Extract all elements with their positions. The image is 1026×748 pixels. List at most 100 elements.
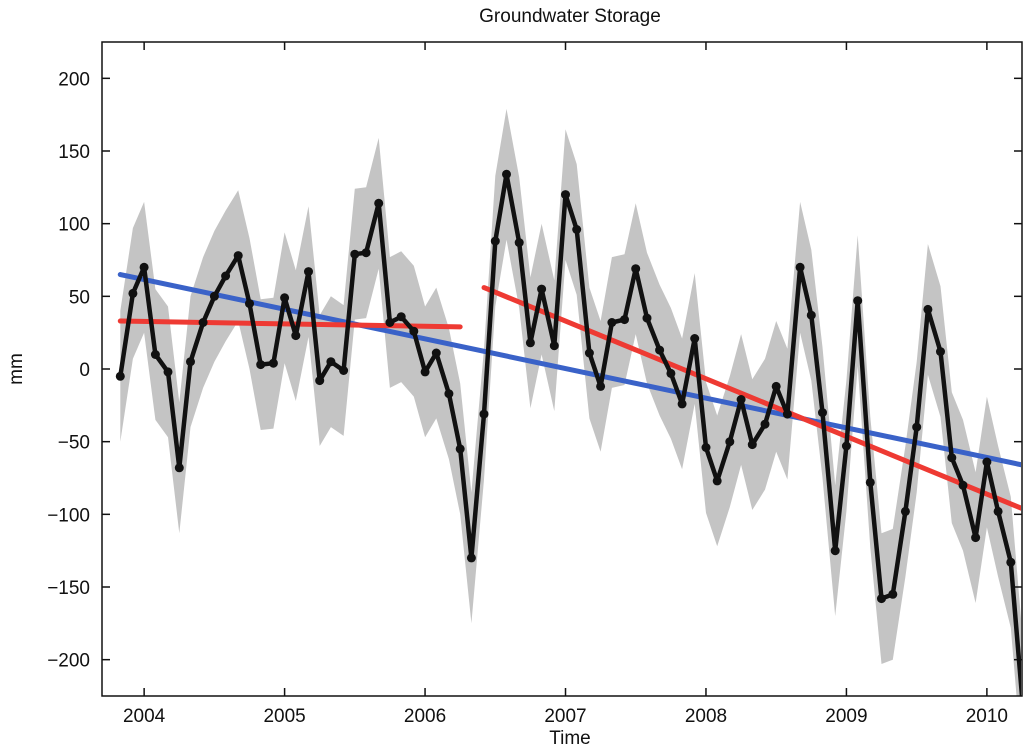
y-tick-label-200: 200 — [58, 69, 90, 90]
plot-area: 2004 2005 2006 2007 2008 2009 2010 −200 −150 −100… — [47, 41, 1023, 727]
x-tick-label-2004: 2004 — [123, 706, 166, 727]
y-axis-label: mm — [6, 353, 27, 385]
data-point-17 — [315, 376, 325, 386]
data-point-11 — [245, 299, 254, 309]
data-point-63 — [853, 296, 863, 306]
data-point-69 — [923, 304, 933, 314]
data-point-41 — [596, 381, 606, 391]
data-point-27 — [431, 348, 441, 358]
data-point-14 — [280, 293, 290, 303]
data-point-45 — [642, 313, 652, 323]
data-point-1 — [128, 288, 138, 298]
data-point-76 — [1006, 557, 1016, 567]
data-point-52 — [725, 437, 735, 447]
data-point-68 — [912, 422, 922, 432]
data-point-48 — [677, 399, 687, 409]
data-point-49 — [690, 334, 700, 343]
data-point-37 — [549, 341, 559, 351]
data-point-36 — [537, 284, 547, 294]
data-point-10 — [233, 251, 243, 261]
data-point-26 — [420, 367, 430, 377]
data-point-20 — [350, 249, 360, 259]
data-point-23 — [385, 318, 395, 327]
y-tick-label--100: −100 — [47, 505, 90, 526]
data-point-12 — [256, 360, 266, 370]
data-point-66 — [888, 589, 898, 599]
data-point-22 — [374, 198, 384, 208]
y-tick-label-50: 50 — [69, 287, 90, 308]
data-point-0 — [115, 371, 125, 381]
data-point-19 — [339, 366, 349, 375]
data-point-53 — [736, 395, 746, 404]
data-point-47 — [666, 368, 676, 378]
data-point-56 — [771, 381, 781, 391]
data-point-4 — [163, 367, 173, 377]
data-point-8 — [209, 291, 219, 301]
data-point-15 — [291, 331, 301, 341]
data-point-24 — [396, 312, 406, 322]
data-point-28 — [444, 389, 454, 399]
data-point-65 — [877, 594, 886, 604]
data-point-70 — [936, 347, 945, 357]
data-point-25 — [409, 326, 419, 336]
y-tick-label--50: −50 — [58, 433, 90, 454]
data-point-59 — [806, 310, 816, 320]
data-point-5 — [174, 463, 184, 473]
trend-line-overall — [117, 272, 1021, 468]
data-point-38 — [561, 190, 570, 200]
data-point-72 — [958, 480, 968, 490]
x-tick-label-2010: 2010 — [966, 706, 1008, 727]
y-tick-label--150: −150 — [47, 578, 90, 599]
data-point-39 — [572, 225, 582, 234]
data-point-21 — [361, 248, 371, 258]
y-tick-label--200: −200 — [47, 651, 90, 672]
data-point-51 — [712, 476, 722, 486]
data-point-35 — [525, 338, 535, 348]
data-point-9 — [221, 271, 231, 281]
data-point-29 — [455, 444, 465, 454]
data-point-61 — [830, 546, 840, 556]
x-tick-label-2006: 2006 — [404, 706, 446, 727]
data-point-57 — [782, 409, 792, 419]
data-point-6 — [186, 357, 195, 367]
data-point-34 — [514, 238, 524, 248]
data-point-30 — [466, 553, 476, 563]
data-point-33 — [502, 169, 511, 179]
data-point-13 — [268, 358, 278, 368]
data-point-40 — [584, 348, 594, 358]
data-point-54 — [747, 440, 757, 450]
y-tick-label-150: 150 — [58, 142, 90, 163]
data-point-75 — [993, 506, 1003, 516]
y-tick-label-0: 0 — [79, 360, 90, 381]
data-point-2 — [139, 262, 149, 272]
data-point-7 — [198, 318, 208, 327]
data-point-73 — [971, 533, 981, 543]
data-point-74 — [982, 457, 992, 467]
x-tick-label-2007: 2007 — [544, 706, 586, 727]
data-point-71 — [947, 453, 957, 463]
x-tick-label-2005: 2005 — [263, 706, 305, 727]
data-point-16 — [304, 267, 313, 277]
x-tick-label-2008: 2008 — [685, 706, 727, 727]
data-point-46 — [655, 345, 665, 355]
data-point-60 — [818, 408, 827, 418]
data-point-31 — [479, 409, 489, 419]
data-point-64 — [865, 477, 875, 487]
x-tick-label-2009: 2009 — [825, 706, 867, 727]
data-point-3 — [150, 350, 160, 359]
data-point-55 — [760, 419, 770, 429]
data-point-32 — [490, 236, 500, 246]
data-point-50 — [701, 443, 711, 452]
uncertainty-band — [120, 108, 1021, 696]
data-point-42 — [607, 318, 617, 327]
data-point-18 — [326, 357, 336, 367]
chart-title: Groundwater Storage — [479, 6, 661, 27]
data-point-43 — [620, 315, 629, 325]
data-point-67 — [900, 506, 910, 516]
y-tick-label-100: 100 — [58, 215, 90, 236]
data-point-58 — [795, 262, 805, 272]
data-point-44 — [631, 264, 641, 274]
x-axis-label: Time — [549, 728, 591, 748]
